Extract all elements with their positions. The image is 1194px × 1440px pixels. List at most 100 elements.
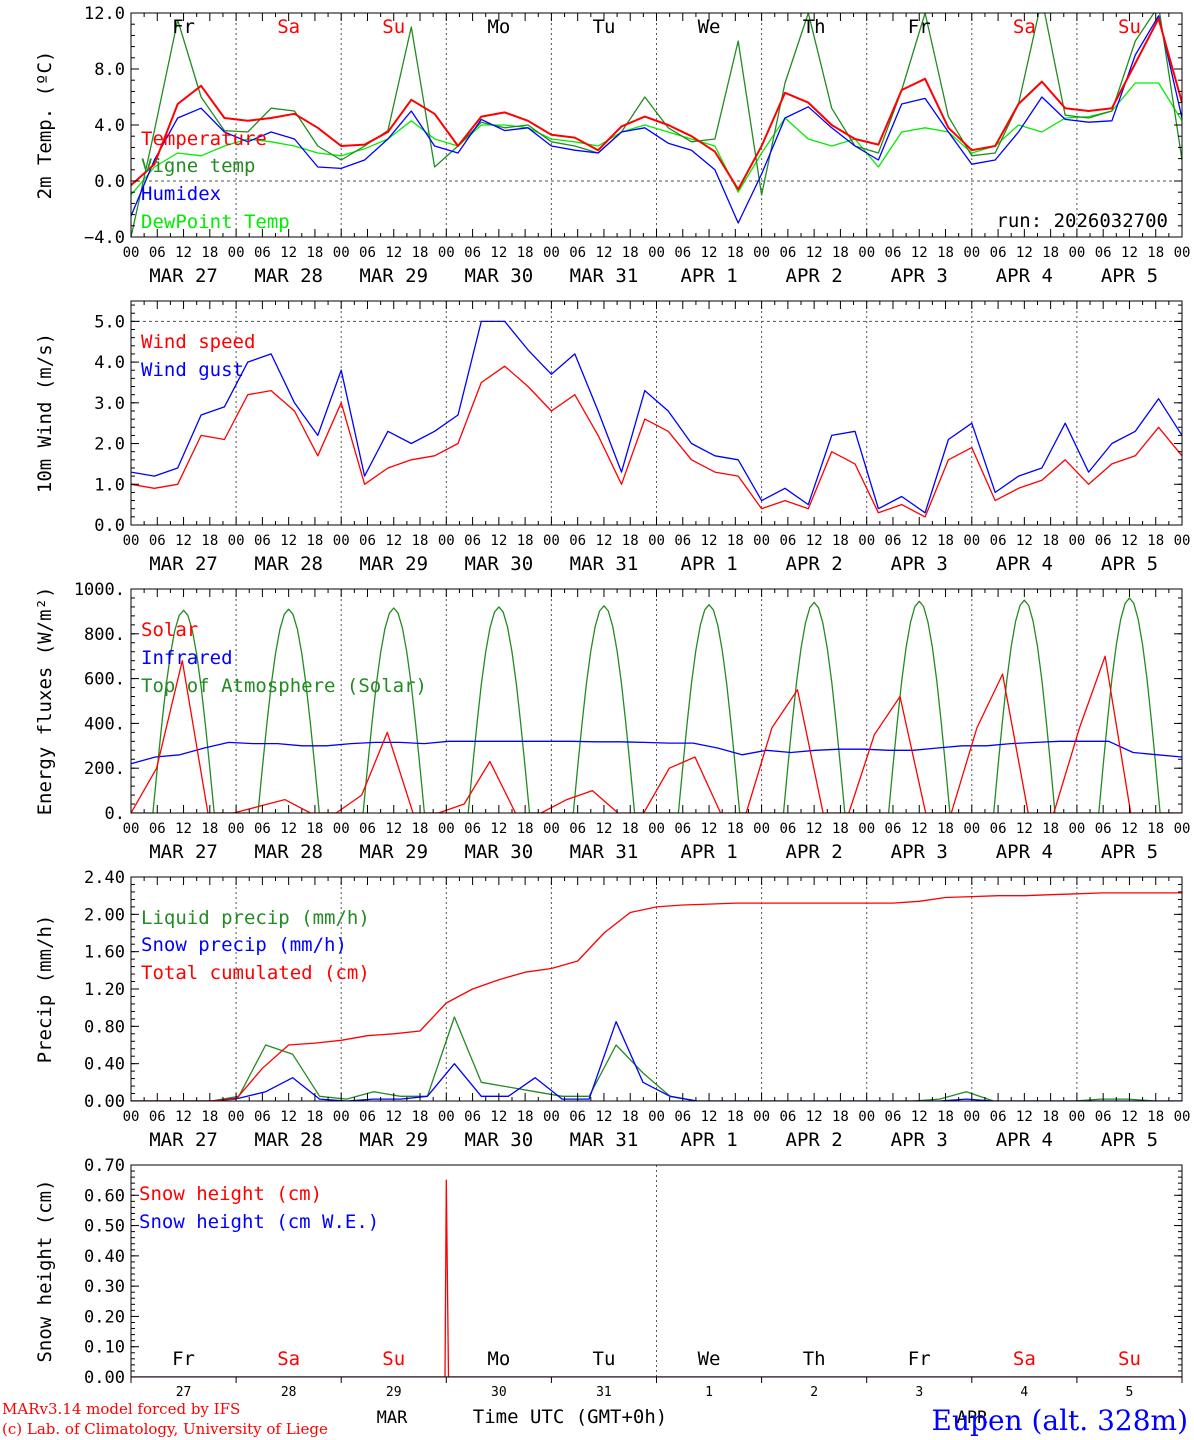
- date-label: APR 1: [680, 265, 737, 287]
- date-label: MAR 31: [570, 1129, 639, 1151]
- hour-tick-label: 00: [858, 821, 875, 837]
- hour-tick-label: 18: [832, 1109, 849, 1125]
- day-of-week-label: Su: [382, 1348, 405, 1370]
- date-label: MAR 29: [359, 265, 428, 287]
- day-of-week-label: Fr: [908, 16, 931, 38]
- day-number-label: 3: [915, 1385, 923, 1400]
- hour-tick-label: 06: [569, 821, 586, 837]
- hour-tick-label: 06: [779, 533, 796, 549]
- day-number-label: 2: [810, 1385, 818, 1400]
- hour-tick-label: 18: [727, 821, 744, 837]
- day-of-week-label: Mo: [487, 1348, 510, 1370]
- hour-tick-label: 06: [674, 1109, 691, 1125]
- month-apr-label: APR: [957, 1408, 988, 1428]
- day-of-week-label: Su: [1118, 1348, 1141, 1370]
- date-label: APR 4: [996, 841, 1053, 863]
- hour-tick-label: 06: [990, 821, 1007, 837]
- hour-tick-label: 06: [1095, 533, 1112, 549]
- date-label: APR 1: [680, 553, 737, 575]
- date-label: MAR 27: [149, 265, 218, 287]
- hour-tick-label: 12: [701, 533, 718, 549]
- y-tick-label: 0.0: [94, 516, 125, 536]
- energy-series: [131, 597, 1182, 813]
- date-label: MAR 28: [254, 841, 323, 863]
- wind-ylabel: 10m Wind (m/s): [34, 333, 56, 493]
- hour-tick-label: 06: [885, 245, 902, 261]
- energy-ylabel: Energy fluxes (W/m²): [34, 587, 56, 816]
- hour-tick-label: 00: [123, 245, 140, 261]
- date-label: MAR 29: [359, 553, 428, 575]
- hour-tick-label: 06: [359, 533, 376, 549]
- hour-tick-label: 12: [175, 1109, 192, 1125]
- hour-tick-label: 06: [359, 821, 376, 837]
- date-label: APR 1: [680, 841, 737, 863]
- hour-tick-label: 00: [228, 245, 245, 261]
- temperature-panel: −4.0 0.0 4.0 8.0 12.0 00 06 12 18 MAR 27 00 06 12 18 M…: [34, 4, 1191, 287]
- date-label: MAR 29: [359, 1129, 428, 1151]
- date-label: MAR 30: [465, 265, 534, 287]
- y-tick-label: 2.40: [84, 868, 125, 888]
- day-number-label: 4: [1020, 1385, 1028, 1400]
- hour-tick-label: 12: [911, 533, 928, 549]
- legend-temperature: Temperature: [141, 128, 267, 150]
- date-label: APR 5: [1101, 265, 1158, 287]
- hour-tick-label: 00: [543, 1109, 560, 1125]
- hour-tick-label: 06: [149, 533, 166, 549]
- legend-humidex: Humidex: [141, 183, 221, 205]
- hour-tick-label: 18: [1042, 821, 1059, 837]
- hour-tick-label: 12: [596, 533, 613, 549]
- hour-tick-label: 12: [1121, 1109, 1138, 1125]
- y-tick-label: 0.40: [84, 1055, 125, 1075]
- hour-tick-label: 12: [911, 245, 928, 261]
- day-of-week-label: We: [698, 1348, 721, 1370]
- hour-tick-label: 00: [123, 821, 140, 837]
- hour-tick-label: 06: [885, 1109, 902, 1125]
- run-label: run: 2026032700: [996, 210, 1168, 232]
- hour-tick-label: 00: [963, 245, 980, 261]
- hour-tick-label: 00: [1174, 245, 1191, 261]
- hour-tick-label: 06: [359, 245, 376, 261]
- hour-tick-label: 18: [201, 533, 218, 549]
- series-line-snow-precip-mm-h-: [131, 1021, 1182, 1101]
- hour-tick-label: 18: [306, 1109, 323, 1125]
- temperature-grid: [131, 13, 1182, 237]
- hour-tick-label: 06: [464, 1109, 481, 1125]
- hour-tick-label: 18: [201, 821, 218, 837]
- hour-tick-label: 12: [1016, 1109, 1033, 1125]
- day-number-label: 31: [596, 1385, 612, 1400]
- hour-tick-label: 18: [412, 533, 429, 549]
- hour-tick-label: 00: [228, 1109, 245, 1125]
- hour-tick-label: 12: [490, 1109, 507, 1125]
- credit-line-1: MARv3.14 model forced by IFS: [2, 1400, 240, 1418]
- hour-tick-label: 18: [517, 245, 534, 261]
- hour-tick-label: 00: [1068, 821, 1085, 837]
- temperature-ylabel: 2m Temp. (ºC): [34, 51, 56, 200]
- series-line-top-of-atmosphere-solar-: [131, 597, 1182, 813]
- date-label: APR 4: [996, 553, 1053, 575]
- hour-tick-label: 06: [359, 1109, 376, 1125]
- wind-panel: 0.0 1.0 2.0 3.0 4.0 5.0 00 06 12 18 MAR 27 00 06 12 18…: [34, 300, 1190, 575]
- hour-tick-label: 06: [885, 533, 902, 549]
- y-tick-label: 0.0: [94, 172, 125, 192]
- snow-panel: 0.00 0.10 0.20 0.30 0.40 0.50 0.60 0.70 27 28 29 30…: [34, 1156, 1183, 1400]
- day-number-label: 1: [705, 1385, 713, 1400]
- day-of-week-label: Th: [803, 1348, 826, 1370]
- temperature-day-labels: Fr Sa Su Mo Tu We Th Fr Sa Su: [172, 16, 1141, 38]
- hour-tick-label: 06: [1095, 1109, 1112, 1125]
- hour-tick-label: 00: [123, 533, 140, 549]
- hour-tick-label: 00: [438, 1109, 455, 1125]
- hour-tick-label: 18: [412, 821, 429, 837]
- hour-tick-label: 12: [175, 245, 192, 261]
- hour-tick-label: 00: [1068, 533, 1085, 549]
- hour-tick-label: 06: [464, 533, 481, 549]
- precip-axes: 0.00 0.40 0.80 1.20 1.60 2.00 2.40 00 06 12 18 MAR …: [84, 868, 1190, 1151]
- hour-tick-label: 12: [806, 533, 823, 549]
- day-of-week-label: Su: [1118, 16, 1141, 38]
- y-tick-label: 1.0: [94, 475, 125, 495]
- hour-tick-label: 06: [464, 245, 481, 261]
- hour-tick-label: 12: [806, 821, 823, 837]
- energy-grid: [235, 589, 1078, 813]
- hour-tick-label: 12: [701, 821, 718, 837]
- series-line-infrared: [131, 740, 1182, 765]
- series-line-dewpoint-temp: [131, 82, 1182, 196]
